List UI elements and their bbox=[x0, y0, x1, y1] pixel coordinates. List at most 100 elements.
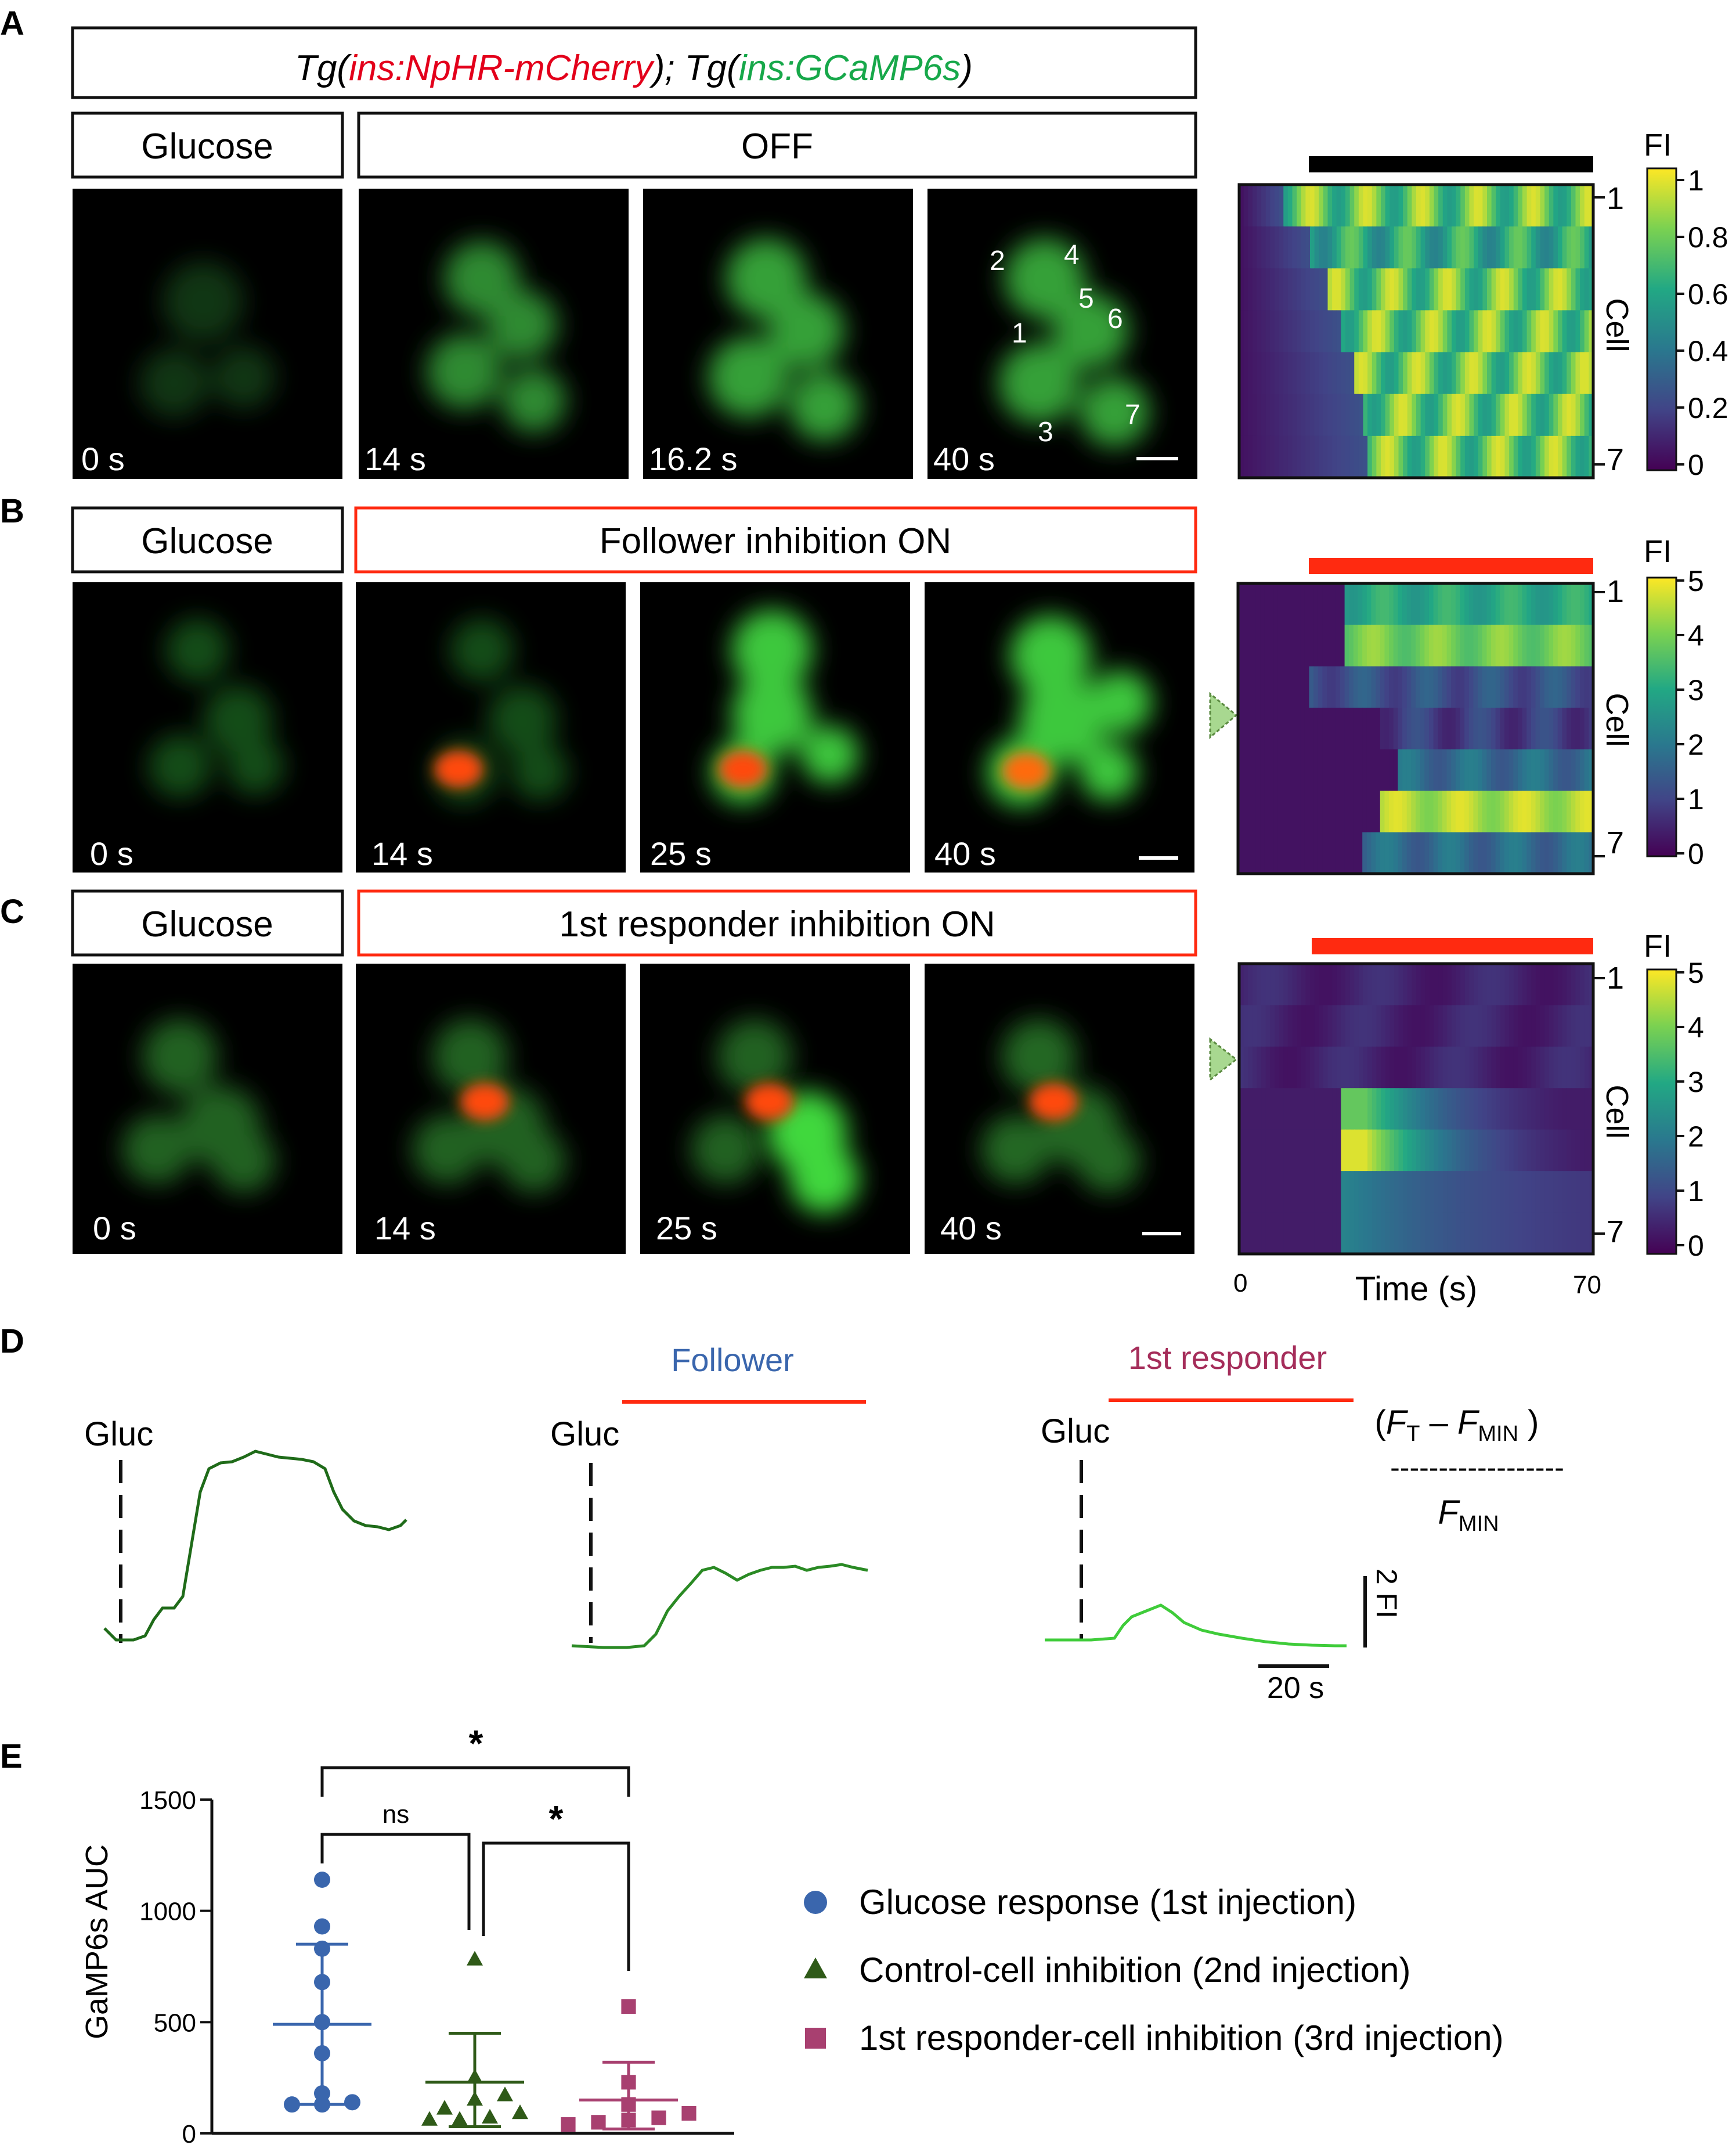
heatmap-cell bbox=[1496, 1129, 1501, 1171]
heatmap-cell bbox=[1580, 1088, 1585, 1130]
heatmap-cell bbox=[1557, 625, 1563, 667]
heatmap-cell bbox=[1540, 185, 1545, 227]
heatmap-cell bbox=[1464, 749, 1470, 791]
heatmap-cell bbox=[1549, 435, 1554, 478]
heatmap-cell bbox=[1544, 749, 1550, 791]
heatmap-cell bbox=[1393, 583, 1399, 626]
heatmap-cell bbox=[1438, 352, 1443, 395]
heatmap-cell bbox=[1482, 1129, 1488, 1171]
heatmap-cell bbox=[1336, 666, 1341, 709]
heatmap-cell bbox=[1487, 1088, 1492, 1130]
heatmap-cell bbox=[1553, 964, 1558, 1006]
colorbar-c bbox=[1646, 968, 1677, 1255]
heatmap-cell bbox=[1447, 1171, 1452, 1213]
heatmap-cell bbox=[1367, 1005, 1373, 1047]
heatmap-cell bbox=[1381, 268, 1386, 311]
heatmap-cell bbox=[1385, 394, 1391, 437]
heatmap-cell bbox=[1589, 625, 1594, 667]
heatmap-cell bbox=[1394, 1088, 1399, 1130]
heatmap-cell bbox=[1580, 1171, 1585, 1213]
heatmap-cell bbox=[1301, 1005, 1306, 1047]
condition-box-a bbox=[357, 111, 1197, 179]
heatmap-cell bbox=[1482, 310, 1488, 353]
heatmap-cell bbox=[1416, 394, 1421, 437]
heatmap-cell bbox=[1265, 352, 1271, 395]
heatmap-cell bbox=[1416, 268, 1421, 311]
heatmap-cell bbox=[1531, 964, 1536, 1006]
heatmap-cell bbox=[1327, 226, 1333, 269]
heatmap-cell bbox=[1575, 708, 1580, 750]
heatmap-cell bbox=[1345, 352, 1351, 395]
heatmap-cell bbox=[1420, 666, 1425, 709]
heatmap-cell bbox=[1513, 791, 1518, 833]
heatmap-cell bbox=[1372, 1212, 1377, 1254]
heatmap-cell bbox=[1376, 352, 1381, 395]
heatmap-cell bbox=[1310, 964, 1315, 1006]
heatmap-cell bbox=[1247, 583, 1252, 626]
heatmap-cell bbox=[1442, 749, 1448, 791]
heatmap-cell bbox=[1496, 310, 1501, 353]
heatmap-cell bbox=[1412, 1171, 1417, 1213]
heatmap-cell bbox=[1487, 268, 1492, 311]
heatmap-cell bbox=[1544, 1171, 1550, 1213]
heatmap-cell bbox=[1482, 268, 1488, 311]
heatmap-cell bbox=[1255, 666, 1261, 709]
heatmap-cell bbox=[1406, 708, 1412, 750]
heatmap-cell bbox=[1540, 352, 1545, 395]
heatmap-cell bbox=[1589, 435, 1594, 478]
heatmap-cell bbox=[1434, 964, 1439, 1006]
heatmap-cell bbox=[1277, 832, 1283, 874]
heatmap-cell bbox=[1549, 1212, 1554, 1254]
heatmap-cell bbox=[1341, 1171, 1346, 1213]
heatmap-cell bbox=[1301, 185, 1306, 227]
heatmap-cell bbox=[1336, 749, 1341, 791]
heatmap-cell bbox=[1403, 226, 1408, 269]
heatmap-cell bbox=[1265, 1088, 1271, 1130]
heatmap-cell bbox=[1544, 394, 1550, 437]
heatmap-cell bbox=[1341, 394, 1346, 437]
heatmap-cell bbox=[1412, 185, 1417, 227]
cell-tick-bottom: 7 bbox=[1607, 1214, 1624, 1249]
heatmap-cell bbox=[1478, 625, 1483, 667]
heatmap-cell bbox=[1544, 310, 1550, 353]
heatmap-cell bbox=[1411, 791, 1416, 833]
heatmap-cell bbox=[1487, 185, 1492, 227]
data-point bbox=[621, 2097, 636, 2112]
heatmap-cell bbox=[1589, 1171, 1594, 1213]
y-tick-label: 1500 bbox=[139, 1786, 196, 1815]
heatmap-cell bbox=[1341, 1212, 1346, 1254]
heatmap-cell bbox=[1522, 964, 1528, 1006]
heatmap-cell bbox=[1319, 1005, 1324, 1047]
heatmap-cell bbox=[1438, 1212, 1443, 1254]
heatmap-cell bbox=[1349, 1046, 1355, 1089]
heatmap-cell bbox=[1504, 1171, 1510, 1213]
heatmap-cell bbox=[1442, 1046, 1448, 1089]
heatmap-cell bbox=[1452, 1046, 1457, 1089]
heatmap-cell bbox=[1517, 666, 1523, 709]
heatmap-cell bbox=[1354, 1046, 1359, 1089]
heatmap-cell bbox=[1575, 625, 1580, 667]
heatmap-cell bbox=[1389, 226, 1395, 269]
heatmap-cell bbox=[1575, 268, 1580, 311]
heatmap-cell bbox=[1460, 1088, 1466, 1130]
heatmap-cell bbox=[1332, 1171, 1337, 1213]
heatmap-cell bbox=[1372, 1088, 1377, 1130]
heatmap-cell bbox=[1496, 964, 1501, 1006]
heatmap-cell bbox=[1500, 1046, 1506, 1089]
heatmap-cell bbox=[1513, 435, 1519, 478]
heatmap-cell bbox=[1297, 1046, 1302, 1089]
heatmap-cell bbox=[1319, 1129, 1324, 1171]
heatmap-cell bbox=[1398, 708, 1403, 750]
heatmap-cell bbox=[1482, 352, 1488, 395]
heatmap-cell bbox=[1553, 226, 1558, 269]
heatmap-cell bbox=[1394, 310, 1399, 353]
heatmap-cell bbox=[1372, 435, 1377, 478]
heatmap-cell bbox=[1584, 1212, 1590, 1254]
heatmap-cell bbox=[1371, 749, 1376, 791]
heatmap-cell bbox=[1416, 435, 1421, 478]
heatmap-cell bbox=[1319, 1088, 1324, 1130]
heatmap-cell bbox=[1567, 1171, 1572, 1213]
heatmap-cell bbox=[1363, 1171, 1368, 1213]
micrograph-a-1: 14 s bbox=[359, 189, 629, 479]
